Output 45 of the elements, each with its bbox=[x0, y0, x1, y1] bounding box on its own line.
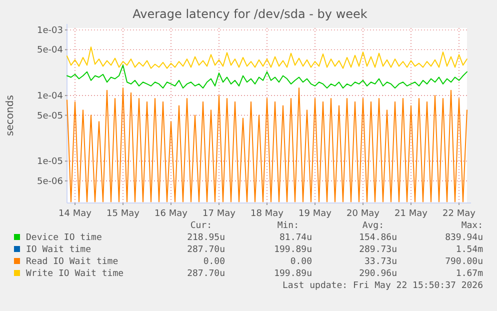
text: 0.00 bbox=[290, 257, 312, 267]
legend-label: IO Wait time bbox=[26, 245, 92, 255]
x-tick-label: 20 May bbox=[346, 209, 380, 219]
text: 81.74u bbox=[279, 233, 312, 243]
text: 0.00 bbox=[203, 257, 225, 267]
x-tick-label: 15 May bbox=[106, 209, 140, 219]
text: Max: bbox=[461, 221, 483, 231]
y-tick-label: 5e-05 bbox=[37, 111, 63, 122]
x-tick-label: 18 May bbox=[250, 209, 284, 219]
y-tick-label: 5e-04 bbox=[37, 46, 64, 56]
x-tick-label: 22 May bbox=[442, 209, 476, 219]
text: Avg: bbox=[362, 221, 384, 231]
text: 839.94u bbox=[445, 233, 483, 243]
chart-title: Average latency for /dev/sda - by week bbox=[132, 7, 368, 21]
text: 290.96u bbox=[359, 269, 397, 279]
y-tick-label: 1e-05 bbox=[37, 157, 63, 168]
text: 1.67m bbox=[456, 269, 483, 279]
x-tick-label: 16 May bbox=[154, 209, 188, 219]
text: 790.00u bbox=[445, 257, 483, 267]
x-tick-label: 17 May bbox=[202, 209, 236, 219]
x-tick-label: 21 May bbox=[394, 209, 428, 219]
x-tick-label: 14 May bbox=[58, 209, 92, 219]
y-tick-label: 1e-04 bbox=[37, 92, 64, 102]
line-series bbox=[66, 64, 468, 89]
text: 199.89u bbox=[274, 245, 312, 255]
text: 33.73u bbox=[364, 257, 397, 267]
legend-label: Write IO Wait time bbox=[26, 269, 124, 279]
legend-label: Read IO Wait time bbox=[26, 257, 118, 267]
y-tick-label: 1e-03 bbox=[37, 26, 63, 36]
x-tick-label: 19 May bbox=[298, 209, 332, 219]
legend-label: Device IO time bbox=[26, 233, 102, 243]
text: 289.73u bbox=[359, 245, 397, 255]
text: 287.70u bbox=[187, 245, 225, 255]
text: 287.70u bbox=[187, 269, 225, 279]
text: Last update: Fri May 22 15:50:37 2026 bbox=[282, 281, 483, 291]
text: 1.54m bbox=[456, 245, 483, 255]
text: 218.95u bbox=[187, 233, 225, 243]
text: Cur: bbox=[190, 221, 212, 231]
line-series bbox=[66, 88, 468, 202]
y-tick-label: 5e-06 bbox=[37, 176, 64, 187]
text: Min: bbox=[277, 221, 299, 231]
line-series bbox=[66, 46, 468, 69]
y-axis-title: seconds bbox=[5, 95, 16, 136]
text: 154.86u bbox=[359, 233, 397, 243]
text: 199.89u bbox=[274, 269, 312, 279]
